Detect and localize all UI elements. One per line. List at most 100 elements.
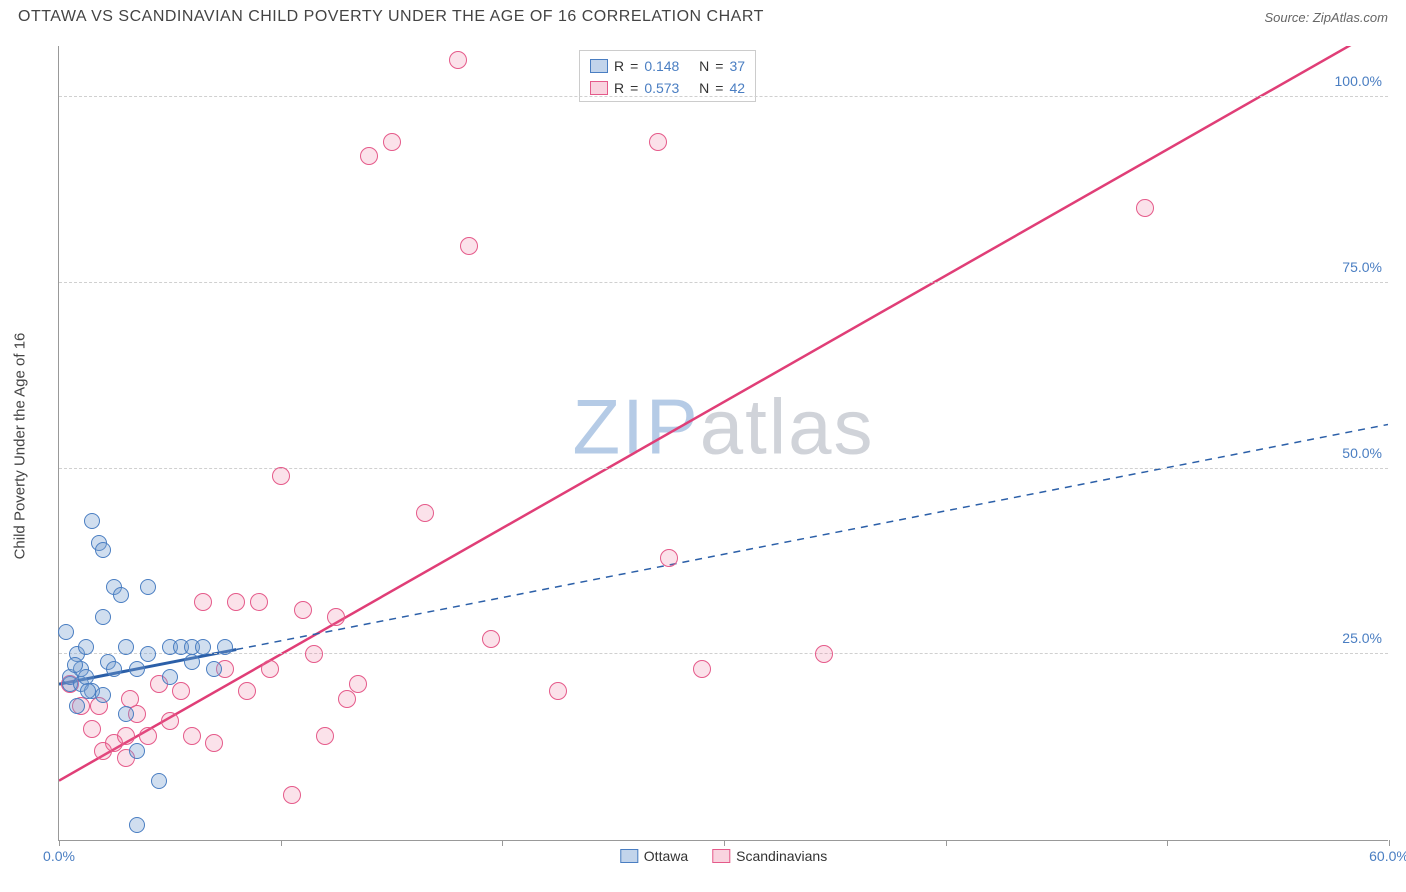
- gridline-y: [59, 96, 1388, 97]
- eq: =: [715, 80, 723, 96]
- y-tick-label: 100.0%: [1335, 73, 1382, 89]
- watermark-zip: ZIP: [572, 383, 699, 471]
- source-prefix: Source:: [1264, 10, 1312, 25]
- swatch-scand: [712, 849, 730, 863]
- data-point-scand: [250, 593, 268, 611]
- data-point-scand: [205, 734, 223, 752]
- data-point-ottawa: [113, 587, 129, 603]
- n-value-scand: 42: [729, 80, 745, 96]
- data-point-scand: [261, 660, 279, 678]
- x-tick-label: 0.0%: [43, 848, 75, 864]
- data-point-scand: [349, 675, 367, 693]
- eq: =: [630, 80, 638, 96]
- data-point-scand: [227, 593, 245, 611]
- data-point-scand: [294, 601, 312, 619]
- data-point-scand: [272, 467, 290, 485]
- r-value-scand: 0.573: [644, 80, 679, 96]
- n-label: N: [699, 80, 709, 96]
- data-point-scand: [305, 645, 323, 663]
- data-point-ottawa: [118, 639, 134, 655]
- data-point-scand: [1136, 199, 1154, 217]
- eq: =: [630, 58, 638, 74]
- data-point-scand: [460, 237, 478, 255]
- legend-item-scand: Scandinavians: [712, 848, 827, 864]
- gridline-y: [59, 468, 1388, 469]
- data-point-ottawa: [58, 624, 74, 640]
- swatch-ottawa: [590, 59, 608, 73]
- r-label: R: [614, 80, 624, 96]
- data-point-ottawa: [118, 706, 134, 722]
- data-point-scand: [172, 682, 190, 700]
- data-point-scand: [338, 690, 356, 708]
- data-point-ottawa: [206, 661, 222, 677]
- stats-legend-box: R = 0.148 N = 37 R = 0.573 N = 42: [579, 50, 756, 102]
- data-point-ottawa: [95, 542, 111, 558]
- legend-item-ottawa: Ottawa: [620, 848, 688, 864]
- trendline: [236, 424, 1388, 649]
- y-tick-label: 50.0%: [1342, 445, 1382, 461]
- eq: =: [715, 58, 723, 74]
- x-tick: [1167, 840, 1168, 846]
- data-point-scand: [183, 727, 201, 745]
- data-point-ottawa: [78, 639, 94, 655]
- r-label: R: [614, 58, 624, 74]
- data-point-scand: [327, 608, 345, 626]
- data-point-scand: [693, 660, 711, 678]
- data-point-scand: [139, 727, 157, 745]
- x-tick: [281, 840, 282, 846]
- data-point-ottawa: [217, 639, 233, 655]
- gridline-y: [59, 282, 1388, 283]
- x-tick: [946, 840, 947, 846]
- data-point-scand: [283, 786, 301, 804]
- data-point-ottawa: [184, 654, 200, 670]
- data-point-scand: [416, 504, 434, 522]
- data-point-ottawa: [151, 773, 167, 789]
- trendlines-svg: [59, 46, 1388, 840]
- x-tick: [1389, 840, 1390, 846]
- swatch-ottawa: [620, 849, 638, 863]
- data-point-scand: [383, 133, 401, 151]
- data-point-scand: [316, 727, 334, 745]
- legend-label-ottawa: Ottawa: [644, 848, 688, 864]
- data-point-scand: [117, 727, 135, 745]
- data-point-scand: [482, 630, 500, 648]
- x-tick: [502, 840, 503, 846]
- data-point-ottawa: [84, 513, 100, 529]
- source-link[interactable]: ZipAtlas.com: [1313, 10, 1388, 25]
- data-point-scand: [649, 133, 667, 151]
- x-tick-label: 60.0%: [1369, 848, 1406, 864]
- y-axis-label: Child Poverty Under the Age of 16: [12, 333, 29, 560]
- swatch-scand: [590, 81, 608, 95]
- data-point-scand: [549, 682, 567, 700]
- legend-label-scand: Scandinavians: [736, 848, 827, 864]
- r-value-ottawa: 0.148: [644, 58, 679, 74]
- data-point-ottawa: [195, 639, 211, 655]
- data-point-ottawa: [69, 698, 85, 714]
- data-point-ottawa: [67, 657, 83, 673]
- data-point-ottawa: [106, 661, 122, 677]
- data-point-scand: [360, 147, 378, 165]
- source-attribution: Source: ZipAtlas.com: [1264, 10, 1388, 25]
- data-point-scand: [161, 712, 179, 730]
- data-point-ottawa: [129, 743, 145, 759]
- n-value-ottawa: 37: [729, 58, 745, 74]
- data-point-ottawa: [129, 817, 145, 833]
- data-point-ottawa: [140, 646, 156, 662]
- data-point-ottawa: [80, 683, 96, 699]
- data-point-ottawa: [140, 579, 156, 595]
- trendline: [59, 46, 1388, 781]
- x-tick: [724, 840, 725, 846]
- data-point-scand: [660, 549, 678, 567]
- data-point-ottawa: [162, 669, 178, 685]
- data-point-ottawa: [129, 661, 145, 677]
- data-point-scand: [194, 593, 212, 611]
- data-point-scand: [449, 51, 467, 69]
- gridline-y: [59, 653, 1388, 654]
- watermark-atlas: atlas: [700, 383, 875, 471]
- data-point-ottawa: [95, 687, 111, 703]
- data-point-ottawa: [95, 609, 111, 625]
- data-point-scand: [815, 645, 833, 663]
- data-point-scand: [83, 720, 101, 738]
- chart-plot-area: ZIPatlas R = 0.148 N = 37 R = 0.573 N = …: [58, 46, 1388, 841]
- series-legend: Ottawa Scandinavians: [620, 848, 827, 864]
